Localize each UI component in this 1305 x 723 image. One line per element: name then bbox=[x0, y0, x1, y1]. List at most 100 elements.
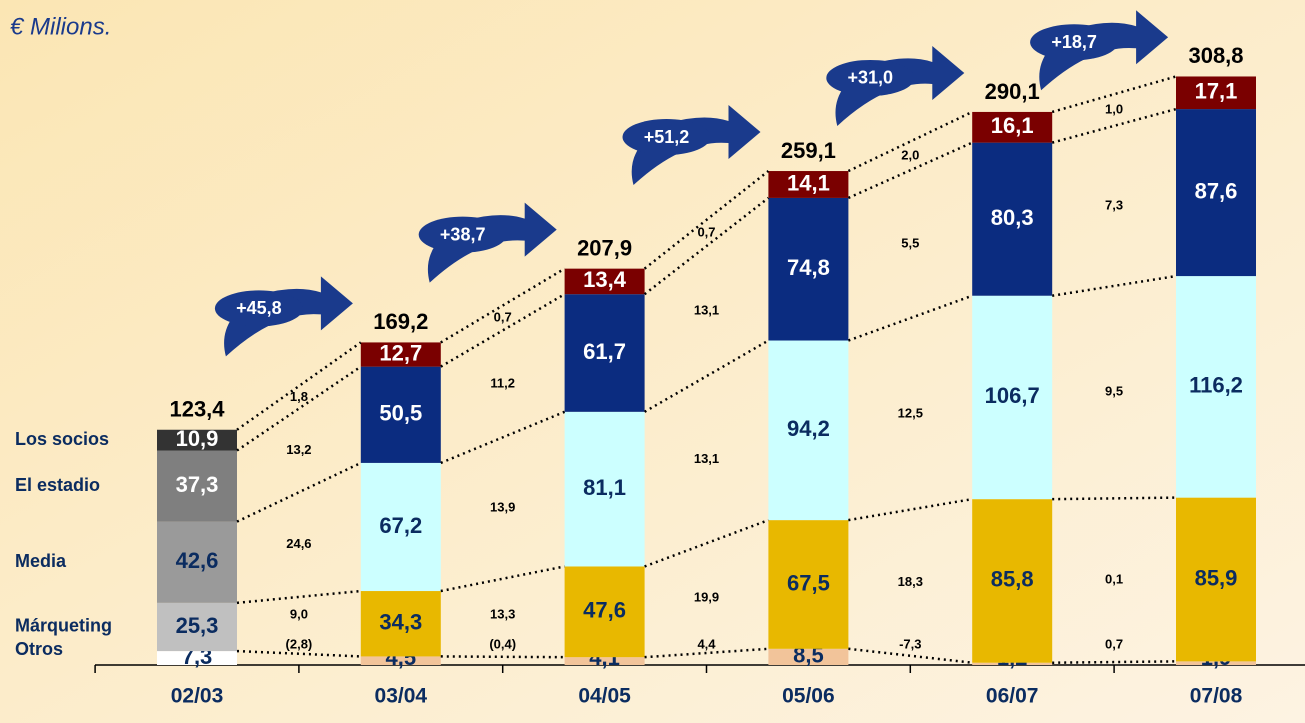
connector bbox=[847, 141, 973, 200]
bar-segment bbox=[360, 591, 441, 657]
change-label: 0,7 bbox=[697, 224, 715, 239]
legend-label: El estadio bbox=[15, 475, 100, 495]
connector bbox=[236, 649, 361, 658]
value-label: 116,2 bbox=[1189, 373, 1243, 398]
bar-segment bbox=[564, 268, 645, 295]
value-label: 85,8 bbox=[991, 567, 1034, 592]
bar-segment bbox=[157, 602, 237, 652]
connector bbox=[236, 341, 362, 431]
bar-segment bbox=[157, 450, 237, 522]
change-label: 13,1 bbox=[694, 451, 719, 466]
change-label: 2,0 bbox=[901, 147, 919, 162]
bar-segment bbox=[157, 651, 237, 665]
legend-label: Márqueting bbox=[15, 616, 112, 636]
total-label: 259,1 bbox=[781, 138, 836, 163]
change-label: 9,0 bbox=[290, 606, 308, 621]
connector bbox=[644, 518, 769, 568]
bar-segment bbox=[768, 171, 849, 198]
bar-segment bbox=[1176, 109, 1256, 277]
value-label: 81,1 bbox=[583, 475, 626, 500]
bar-segment bbox=[1176, 76, 1256, 110]
total-label: 207,9 bbox=[577, 235, 632, 260]
value-label: 106,7 bbox=[985, 383, 1040, 408]
connector bbox=[440, 655, 565, 659]
change-label: 13,3 bbox=[490, 606, 515, 621]
x-tick-label: 07/08 bbox=[1190, 685, 1243, 708]
bar-segment bbox=[972, 295, 1053, 500]
bar-segment bbox=[564, 657, 645, 665]
subtitle: € Milions. bbox=[10, 13, 111, 40]
bar-segment bbox=[768, 520, 849, 649]
value-label: 42,6 bbox=[176, 548, 219, 573]
x-tick-label: 02/03 bbox=[171, 685, 224, 708]
growth-label: +18,7 bbox=[1051, 32, 1097, 52]
change-label: 13,9 bbox=[490, 499, 515, 514]
value-label: 16,1 bbox=[991, 113, 1034, 138]
total-label: 308,8 bbox=[1188, 43, 1243, 68]
value-label: 61,7 bbox=[583, 339, 626, 364]
change-label: 19,9 bbox=[694, 590, 719, 605]
change-label: 7,3 bbox=[1105, 197, 1123, 212]
value-label: 80,3 bbox=[991, 205, 1034, 230]
legend-label: Los socios bbox=[15, 429, 109, 449]
growth-bubble bbox=[1030, 24, 1119, 61]
growth-label: +45,8 bbox=[236, 298, 282, 318]
bar-segment bbox=[157, 429, 237, 451]
bar-segment bbox=[564, 411, 645, 567]
connector bbox=[1052, 660, 1177, 664]
change-label: 13,2 bbox=[286, 442, 311, 457]
change-label: 0,7 bbox=[494, 309, 512, 324]
change-label: 0,7 bbox=[1105, 636, 1123, 651]
bar-segment bbox=[972, 499, 1053, 663]
value-label: 47,6 bbox=[583, 598, 626, 623]
bar-segment bbox=[360, 656, 441, 665]
bar-segment bbox=[972, 111, 1053, 143]
total-label: 123,4 bbox=[169, 397, 225, 422]
x-tick-label: 04/05 bbox=[578, 685, 631, 708]
legend-label: Media bbox=[15, 551, 67, 571]
change-label: 5,5 bbox=[901, 236, 919, 251]
change-label: 13,1 bbox=[694, 303, 719, 318]
growth-label: +31,0 bbox=[848, 68, 894, 88]
total-label: 169,2 bbox=[373, 309, 428, 334]
change-label: 1,0 bbox=[1105, 101, 1123, 116]
change-label: 1,8 bbox=[290, 389, 308, 404]
value-label: 85,9 bbox=[1195, 565, 1238, 590]
value-label: 14,1 bbox=[787, 170, 830, 195]
change-label: 24,6 bbox=[286, 536, 311, 551]
connector bbox=[1052, 496, 1177, 501]
change-label: 4,4 bbox=[697, 636, 716, 651]
value-label: 67,2 bbox=[379, 513, 422, 538]
value-label: 17,1 bbox=[1195, 79, 1238, 104]
bar-segment bbox=[1176, 497, 1256, 662]
value-label: 25,3 bbox=[176, 613, 219, 638]
x-tick-label: 05/06 bbox=[782, 685, 835, 708]
value-label: 13,4 bbox=[583, 267, 627, 292]
connector bbox=[440, 267, 566, 344]
bar-segment bbox=[360, 366, 441, 463]
connector bbox=[236, 589, 361, 605]
connector bbox=[440, 410, 566, 465]
connector bbox=[643, 170, 770, 270]
connector bbox=[644, 647, 769, 659]
value-label: 12,7 bbox=[379, 340, 422, 365]
value-label: 74,8 bbox=[787, 255, 830, 280]
growth-label: +38,7 bbox=[440, 224, 486, 244]
value-label: 10,9 bbox=[176, 426, 219, 451]
value-label: 67,5 bbox=[787, 570, 830, 595]
bar-segment bbox=[972, 142, 1053, 296]
growth-bubble bbox=[418, 216, 507, 253]
connector bbox=[236, 461, 362, 523]
value-label: 87,6 bbox=[1195, 178, 1238, 203]
bar-segment bbox=[564, 566, 645, 658]
change-label: 0,1 bbox=[1105, 572, 1123, 587]
change-label: 18,3 bbox=[898, 574, 923, 589]
x-tick-label: 03/04 bbox=[375, 685, 428, 708]
value-label: 94,2 bbox=[787, 416, 830, 441]
bar-segment bbox=[157, 521, 237, 603]
connector bbox=[643, 196, 770, 296]
bar-segment bbox=[1176, 276, 1256, 498]
bar-segment bbox=[768, 340, 849, 521]
